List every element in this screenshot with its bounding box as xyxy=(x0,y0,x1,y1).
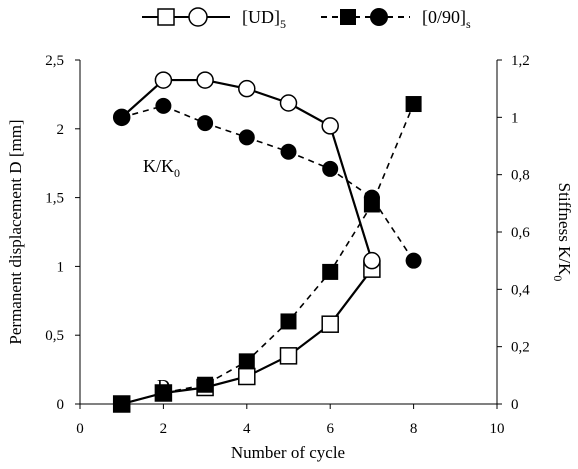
data-point xyxy=(279,347,298,365)
data-point xyxy=(279,94,298,112)
data-point xyxy=(280,313,297,330)
x-axis-title: Number of cycle xyxy=(231,443,345,462)
y-ticks-right: 0 0,2 0,4 0,6 0,8 1 1,2 xyxy=(497,53,530,413)
y-axis-title: Permanent displacement D [mm] xyxy=(6,119,25,344)
x-tick-label: 0 xyxy=(76,421,84,437)
series-layer xyxy=(112,71,422,413)
data-point xyxy=(197,376,214,393)
x-tick-label: 6 xyxy=(326,421,334,437)
series-0 xyxy=(112,260,381,413)
data-point xyxy=(363,189,380,206)
y2-tick-label: 0,2 xyxy=(511,340,530,356)
data-point xyxy=(405,252,422,269)
y2-tick-label: 1,2 xyxy=(511,53,530,69)
data-point xyxy=(238,353,255,370)
data-point xyxy=(154,71,173,89)
data-point xyxy=(238,79,256,98)
series-3 xyxy=(113,97,422,269)
data-point xyxy=(322,160,339,177)
data-point xyxy=(405,96,422,113)
data-point xyxy=(113,109,130,126)
y-tick-label: 2,5 xyxy=(45,53,64,69)
annotation-stiffness: K/K0 xyxy=(143,156,180,180)
data-point xyxy=(280,143,297,160)
data-point xyxy=(155,384,172,401)
legend-ud-square-marker xyxy=(157,8,175,26)
y-tick-label: 2 xyxy=(57,122,65,138)
data-point xyxy=(321,315,339,333)
legend-ud-label: [UD]5 xyxy=(242,7,286,31)
x-tick-label: 2 xyxy=(160,421,168,437)
data-point xyxy=(155,97,172,114)
y2-tick-label: 0,4 xyxy=(511,282,530,298)
series-2 xyxy=(113,96,422,412)
x-ticks: 0 2 4 6 8 10 xyxy=(76,404,505,437)
y-tick-label: 1 xyxy=(57,259,65,275)
y-ticks-left: 0 0,5 1 1,5 2 2,5 xyxy=(45,53,80,413)
y2-tick-label: 0 xyxy=(511,397,519,413)
y2-tick-label: 0,8 xyxy=(511,168,530,184)
data-point xyxy=(321,117,339,135)
data-point xyxy=(363,251,381,270)
data-point xyxy=(238,367,256,386)
x-tick-label: 4 xyxy=(243,421,251,437)
series-line xyxy=(121,103,415,405)
data-point xyxy=(113,396,130,412)
data-point xyxy=(197,115,214,132)
legend-ud-circle-marker xyxy=(188,7,208,27)
y-tick-label: 0,5 xyxy=(45,328,64,344)
legend-090: [0/90]s xyxy=(321,7,471,31)
legend-090-label: [0/90]s xyxy=(422,7,471,31)
x-tick-label: 10 xyxy=(490,421,505,437)
series-line xyxy=(121,105,415,262)
legend-090-square-marker xyxy=(340,9,356,25)
data-point xyxy=(238,129,255,146)
y2-axis-title: Stiffness K/K0 xyxy=(551,183,574,282)
legend-ud: [UD]5 xyxy=(142,7,286,31)
y2-tick-label: 1 xyxy=(511,110,519,126)
y-tick-label: 1,5 xyxy=(45,191,64,207)
data-point xyxy=(322,263,339,280)
legend-090-circle-marker xyxy=(370,8,388,26)
annotation-displacement: D xyxy=(157,376,170,396)
y2-tick-label: 0,6 xyxy=(511,225,530,241)
x-tick-label: 8 xyxy=(410,421,418,437)
legend: [UD]5 [0/90]s xyxy=(142,7,471,31)
y-tick-label: 0 xyxy=(57,397,65,413)
data-point xyxy=(196,71,214,89)
